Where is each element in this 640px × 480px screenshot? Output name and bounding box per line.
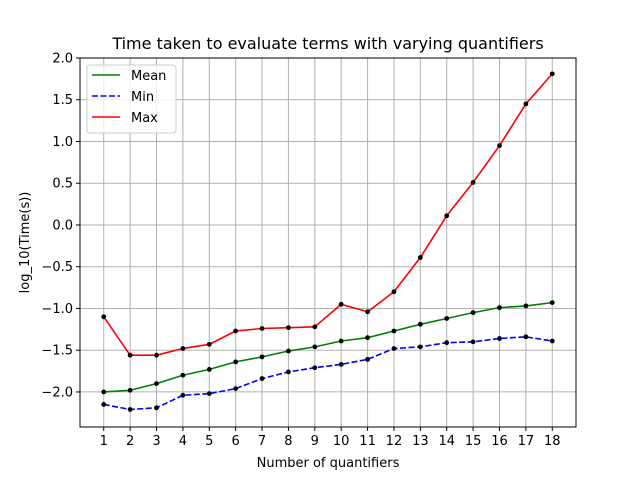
data-point-min [470,339,476,345]
data-point-min [312,365,318,371]
x-tick-label: 18 [544,434,561,449]
data-point-max [444,213,450,219]
y-tick-label: 1.0 [52,135,73,150]
data-point-min [154,405,159,411]
x-axis-label: Number of quantifiers [257,456,400,471]
x-tick-label: 15 [465,434,482,449]
grid [80,57,576,427]
data-point-min [417,344,423,350]
y-tick-label: −0.5 [41,260,73,275]
legend-frame [86,64,177,134]
data-point-min [127,407,133,412]
data-point-min [523,334,529,340]
data-point-mean [127,387,133,393]
data-point-max [259,326,265,331]
data-point-min [206,391,212,397]
y-tick-label: 1.5 [52,93,73,108]
data-point-mean [180,372,186,378]
x-tick-label: 5 [205,434,213,449]
data-point-max [365,309,370,315]
legend-label-mean: Mean [131,69,166,84]
data-point-mean [154,381,159,386]
x-tick-label: 3 [152,434,160,449]
plot-frame [79,57,577,428]
y-axis-label: log_10(Time(s)) [18,192,33,294]
x-tick-label: 9 [311,434,319,449]
data-point-mean [549,300,555,306]
legend-label-min: Min [131,90,154,105]
y-tick-label: −1.0 [41,302,73,317]
data-point-min [549,338,555,344]
data-point-mean [497,305,502,311]
data-point-min [180,392,186,398]
data-point-mean [286,348,291,354]
x-tick-label: 6 [232,434,240,449]
data-point-max [180,346,186,351]
data-point-mean [259,354,265,360]
data-point-min [391,346,397,351]
x-tick-label: 14 [438,434,455,449]
data-point-max [127,352,133,358]
series-line-max [103,73,553,357]
x-tick-label: 2 [126,434,134,449]
series-line-min [103,336,553,411]
data-point-max [391,289,397,295]
series-layer [101,71,555,412]
y-tick-label: −2.0 [41,385,73,400]
x-tick-label: 17 [518,434,535,449]
y-tick-label: 2.0 [52,52,73,67]
chart-title: Time taken to evaluate terms with varyin… [111,34,543,53]
data-point-mean [417,321,423,327]
data-point-min [259,376,265,381]
data-point-mean [101,389,107,395]
y-tick-label: 0.5 [52,177,73,192]
data-point-max [417,255,423,260]
data-point-mean [312,344,318,350]
data-point-min [286,369,291,375]
data-point-mean [391,328,397,334]
ticks: 1 2 3 4 5 6 7 8 9 10 11 12 13 14 15 16 17 18−2.0−1.5−1.0−… [41,52,560,450]
x-tick-label: 7 [258,434,266,449]
data-point-min [365,356,370,362]
data-point-max [286,325,291,331]
x-tick-label: 12 [386,434,403,449]
y-tick-label: −1.5 [41,344,73,359]
data-point-mean [338,338,344,344]
data-point-max [338,301,344,307]
data-point-max [101,314,107,320]
x-tick-label: 11 [359,434,376,449]
data-point-max [233,328,239,334]
y-tick-label: 0.0 [52,218,73,233]
data-point-mean [206,366,212,372]
data-point-mean [523,303,529,309]
legend-label-max: Max [131,111,158,126]
data-point-max [206,341,212,347]
data-point-min [233,386,239,391]
data-point-mean [233,359,239,365]
data-point-max [523,101,529,107]
data-point-min [497,336,502,341]
x-tick-label: 4 [179,434,187,449]
x-tick-label: 1 [100,434,108,449]
data-point-max [549,71,555,77]
data-point-mean [444,316,450,321]
data-point-mean [470,310,476,316]
x-tick-label: 8 [284,434,292,449]
data-point-max [470,179,476,185]
data-point-max [312,324,318,330]
x-tick-label: 10 [333,434,350,449]
x-tick-label: 16 [491,434,508,449]
data-point-max [154,352,159,358]
data-point-min [444,340,450,346]
data-point-min [101,402,107,407]
legend: Mean Min Max [86,64,177,134]
data-point-mean [365,335,370,341]
data-point-max [497,143,502,149]
data-point-min [338,361,344,367]
series-line-mean [103,301,553,393]
x-tick-label: 13 [412,434,429,449]
